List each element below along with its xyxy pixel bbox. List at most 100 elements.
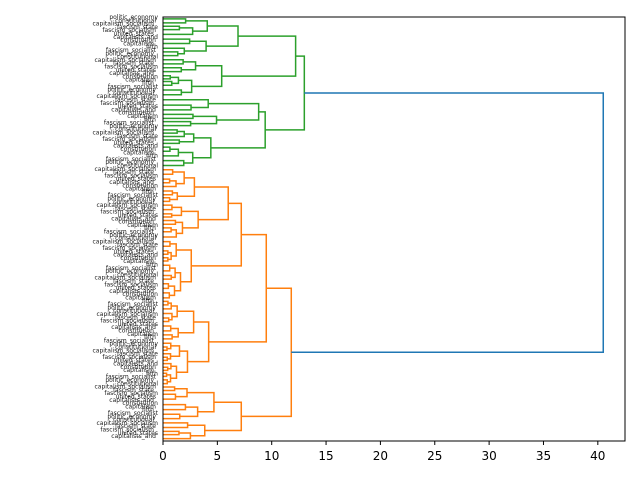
leaf-label: capitalism	[123, 258, 154, 265]
leaf-label: capitalism	[127, 113, 158, 120]
dendrogram-link	[265, 55, 306, 131]
dendrogram-link	[163, 204, 173, 211]
leaf-label: capitalism_socialism	[96, 93, 158, 100]
leaf-label: fascism_state	[117, 133, 158, 140]
leaf-label: fascism_socialism	[100, 318, 154, 325]
leaf-label: fascism_state	[117, 242, 158, 249]
leaf-label: united_states	[116, 285, 156, 292]
dendrogram-link	[163, 18, 187, 24]
x-tick-label: 5	[214, 449, 222, 463]
leaf-label: capitalists_and	[109, 397, 154, 404]
leaf-label: capitalism_socialism	[96, 202, 158, 209]
leaf-label: fascism_state	[115, 314, 156, 321]
leaf-label: capitalism	[127, 222, 158, 229]
leaf-label: capitalists_and	[111, 324, 156, 331]
dendrogram-link	[187, 391, 215, 413]
leaf-label: capitalists_and	[113, 361, 158, 368]
leaf-label: constitution	[118, 219, 154, 226]
leaf-label: capitalists_and	[111, 106, 156, 113]
leaf-label: fascism_socialism	[100, 427, 154, 434]
dendrogram-link	[163, 264, 171, 272]
dendrogram-link	[163, 257, 169, 262]
leaf-label: fifth	[144, 225, 156, 232]
dendrogram-link	[163, 47, 186, 55]
dendrogram-link	[163, 302, 172, 310]
x-axis: 0 5 10 15 20 25 30 35 40	[159, 441, 605, 463]
leaf-label: constitutional	[117, 380, 158, 387]
x-tick-label: 30	[481, 449, 496, 463]
leaf-label: fifth	[142, 298, 154, 305]
leaf-label: united_states	[114, 31, 154, 38]
leaf-label: united_states	[118, 103, 158, 110]
leaf-label: capitalists_and	[113, 34, 158, 41]
leaf-label: fascism_socialism	[104, 172, 158, 179]
dendrogram-link	[163, 227, 172, 233]
dendrogram-link	[163, 120, 192, 127]
dendrogram-link	[170, 76, 180, 85]
dendrogram-link	[163, 67, 183, 73]
leaf-label: capitalists_and	[111, 215, 156, 222]
leaf-label: fascism_state	[115, 97, 156, 104]
leaf-label: fascism_socialism	[104, 281, 158, 288]
leaf-label: constitutional	[113, 90, 154, 97]
leaf-label: united_states	[118, 430, 158, 437]
dendrogram-link	[163, 75, 171, 80]
leaf-label: united_states	[114, 139, 154, 146]
leaf-label: fascism_state	[113, 278, 154, 285]
leaf-label: fifth	[146, 370, 158, 377]
leaf-label: politic_economy	[107, 196, 156, 203]
leaf-label: capitalism_socialism	[94, 275, 156, 282]
dendrogram-links	[163, 18, 605, 440]
dendrogram-link	[167, 251, 172, 261]
leaf-label: constitutional	[117, 271, 158, 278]
leaf-label: fascism_socialist	[104, 120, 155, 127]
leaf-label: constitution	[120, 364, 156, 371]
leaf-label: united_states	[116, 176, 156, 183]
leaf-label: united_states	[116, 394, 156, 401]
dendrogram-link	[177, 177, 196, 197]
dendrogram-link	[163, 325, 172, 332]
leaf-label: constitution	[120, 255, 156, 262]
dendrogram-link	[191, 202, 243, 267]
dendrogram-link	[163, 403, 187, 411]
leaf-label: united_states	[114, 357, 154, 364]
leaf-label: fifth	[142, 407, 154, 414]
dendrogram-link	[163, 317, 170, 323]
dendrogram-link	[163, 197, 171, 203]
dendrogram-link	[185, 20, 209, 32]
x-tick-label: 35	[536, 449, 551, 463]
dendrogram-link	[163, 190, 174, 196]
leaf-label: constitutional	[117, 163, 158, 170]
leaf-label: politic_economy	[107, 304, 156, 311]
dendrogram-link	[192, 137, 212, 159]
dendrogram-link	[178, 151, 194, 164]
dendrogram-link	[163, 178, 171, 184]
dendrogram-link	[163, 219, 177, 226]
leaf-label: constitution	[118, 110, 154, 117]
dendrogram-link	[187, 321, 210, 363]
dendrogram-link	[163, 130, 185, 138]
dendrogram-link	[177, 310, 195, 334]
leaf-label: constitution	[120, 146, 156, 153]
leaf-label: constitutional	[115, 344, 156, 351]
dendrogram-link	[208, 102, 260, 121]
leaf-label: fascism_socialism	[102, 354, 156, 361]
leaf-label: fascism_socialist	[104, 337, 155, 344]
leaf-label: fifth	[146, 262, 158, 269]
leaf-label: fifth	[144, 334, 156, 341]
dendrogram-link	[221, 35, 297, 77]
leaf-label: fascism_socialist	[106, 374, 157, 381]
dendrogram-link	[163, 51, 179, 57]
dendrogram-link	[163, 386, 176, 392]
leaf-label: fascism_socialism	[100, 209, 154, 216]
leaf-label: capitalists_and	[109, 70, 154, 77]
leaf-label: capitalism_socialism	[94, 57, 156, 64]
leaf-label: fascism_socialist	[108, 83, 159, 90]
leaf-label: capitalism	[127, 331, 158, 338]
leaf-label: fifth	[142, 80, 154, 87]
leaf-label: politic_economy	[109, 14, 158, 21]
leaf-label: fascism_state	[113, 387, 154, 394]
dendrogram-link	[170, 345, 181, 358]
leaf-label: constitution	[122, 400, 158, 407]
